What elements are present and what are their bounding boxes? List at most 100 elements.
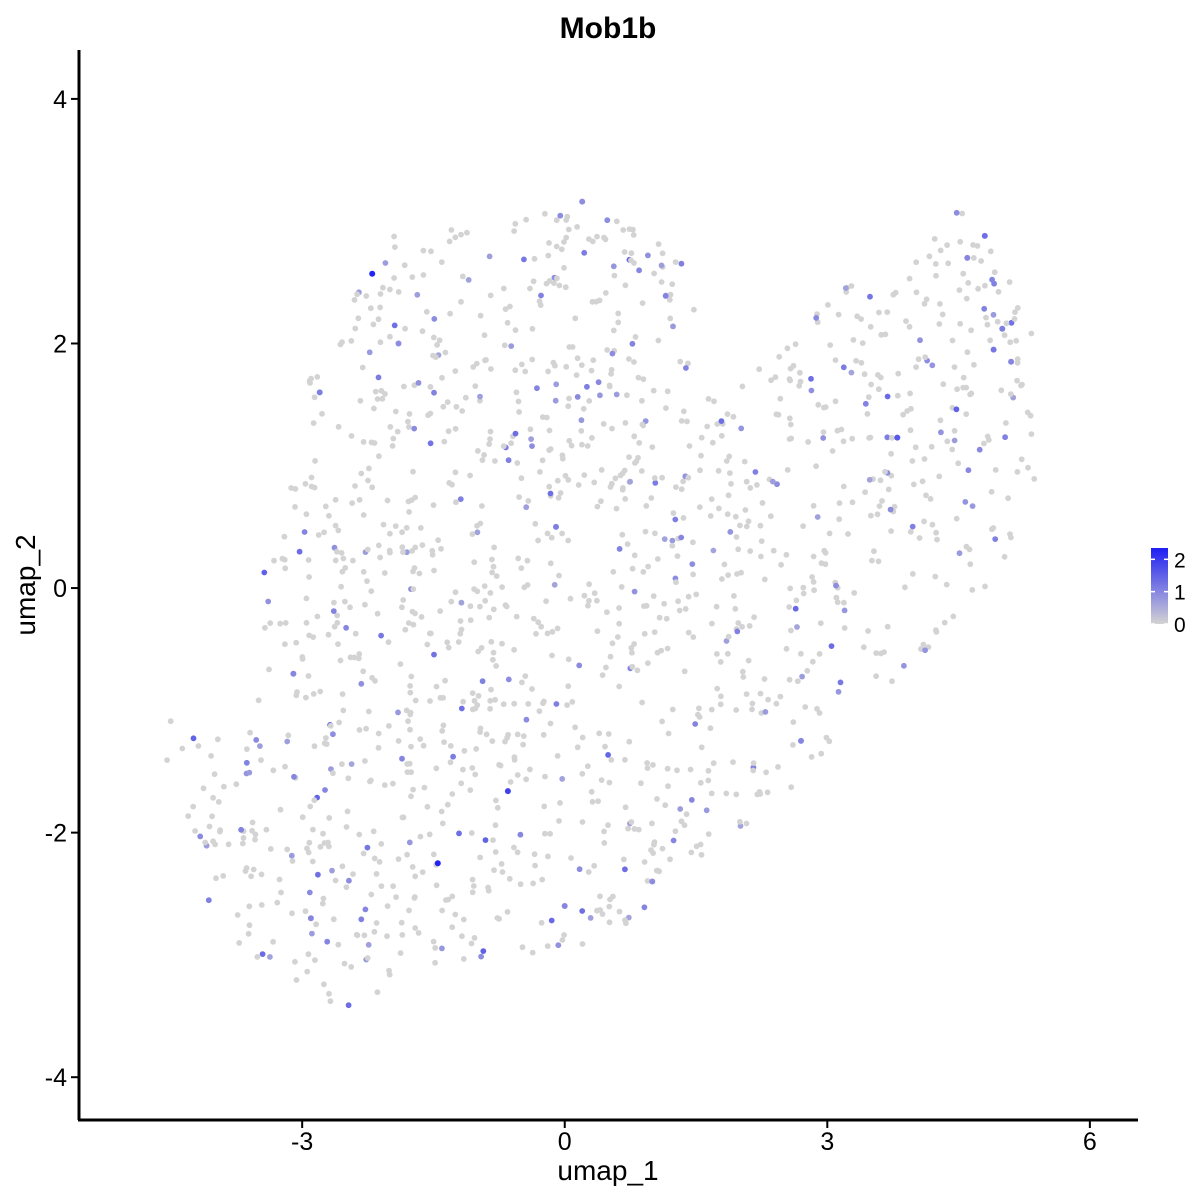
cell-point [238,826,245,833]
x-axis-title: umap_1 [557,1155,658,1186]
cell-point [330,608,337,614]
cell-point [335,641,341,647]
cell-point [356,727,363,733]
cell-point [430,938,437,945]
cell-point [630,232,637,238]
cell-point [773,700,780,707]
cell-point [262,624,268,631]
cell-point [307,380,313,386]
cell-point [955,460,962,467]
cell-point [682,606,689,612]
cell-point [768,377,774,384]
cell-point [636,267,642,274]
cell-point [565,403,572,410]
cell-point [670,510,677,516]
cell-point [940,381,947,388]
cell-point-expressed [894,434,901,441]
cell-point [641,859,648,865]
cell-point [1005,495,1011,502]
color-legend-ticks: 0 1 2 [1151,549,1186,637]
cell-point [622,282,629,289]
cell-point [594,628,601,635]
cell-point [518,361,525,368]
x-tick-label: 6 [1083,1128,1097,1156]
cell-point [407,711,414,718]
cell-point [681,822,688,829]
cell-point [452,425,459,432]
cell-point [591,590,598,597]
cell-point [441,438,448,445]
cell-point [307,803,314,810]
cell-point [488,366,494,372]
cell-point [608,370,614,377]
cell-point [408,743,414,750]
cell-point [324,938,331,945]
cell-point [352,483,358,489]
cell-point [303,619,310,626]
cell-point [325,839,331,846]
cell-point [459,273,466,280]
cell-point [574,224,580,230]
cell-point [355,655,362,662]
cell-point [220,873,227,879]
cell-point [343,824,350,830]
cell-point [800,590,807,597]
cell-point [974,243,981,249]
cell-point [797,378,804,385]
cell-point [416,570,423,577]
cell-point [632,334,639,340]
cell-point [709,620,715,627]
cell-point [460,916,467,923]
cell-point [248,873,255,880]
cell-point [481,332,488,339]
cell-point [758,553,764,560]
cell-point [901,662,907,669]
cell-point [586,581,592,588]
cell-point [809,574,815,580]
cell-point [756,366,763,373]
cell-point [405,620,412,626]
cell-point [808,387,815,394]
cell-point [601,234,607,241]
cell-point [344,808,351,815]
cell-point [956,550,963,557]
cell-point [725,633,732,640]
cell-point [787,585,794,592]
cell-point [709,439,716,446]
cell-point [921,300,928,307]
cell-point [638,780,644,787]
cell-point-expressed [307,915,314,922]
cell-point [492,696,498,703]
cell-point [594,597,600,604]
points-layer [164,198,1038,1009]
cell-point [330,770,336,777]
cell-point [988,488,995,495]
cell-point [594,907,600,914]
cell-point [255,697,262,704]
cell-point [563,217,570,223]
cell-point [591,479,598,486]
cell-point [359,364,366,371]
cell-point [415,930,422,936]
cell-point [395,738,402,744]
cell-point [427,630,434,637]
cell-point [933,627,939,634]
cell-point [225,841,232,848]
color-legend-bar [1151,548,1168,624]
cell-point [680,408,687,415]
cell-point [407,683,413,689]
cell-point [669,706,676,713]
cell-point [360,439,367,445]
cell-point [523,504,530,511]
cell-point [937,301,943,307]
cell-point [371,440,378,446]
cell-point [641,603,647,609]
cell-point [662,802,669,809]
cell-point [848,283,855,289]
cell-point [714,651,720,657]
cell-point [267,954,273,960]
cell-point [913,364,919,370]
cell-point [548,917,555,924]
cell-point [672,828,679,835]
cell-point [482,837,489,843]
